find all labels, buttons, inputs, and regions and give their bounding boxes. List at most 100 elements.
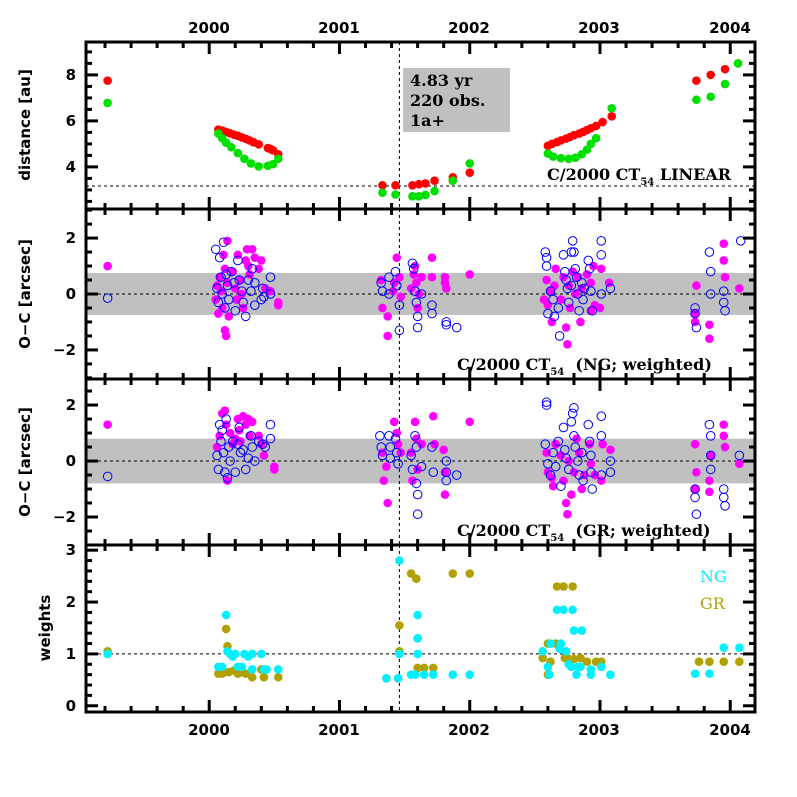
point-oc-gr-magenta: [574, 448, 584, 457]
point-oc-gr-blue: [587, 484, 597, 494]
point-oc-gr-blue: [734, 450, 745, 461]
point-distance-green: [421, 190, 430, 200]
point-oc-ng-blue: [596, 289, 607, 299]
point-oc-gr-blue: [576, 447, 587, 458]
point-oc-ng-blue: [605, 283, 616, 294]
point-oc-ng-magenta: [266, 286, 275, 296]
xtick-top-2004: 2004: [709, 19, 751, 37]
point-oc-ng-magenta: [392, 253, 402, 262]
point-oc-gr-magenta: [567, 490, 576, 499]
point-oc-gr-blue: [375, 431, 385, 441]
point-distance-green: [733, 59, 743, 68]
point-oc-gr-magenta: [561, 498, 571, 508]
point-oc-ng-blue: [265, 272, 276, 283]
point-distance-red: [465, 168, 475, 177]
point-oc-ng-magenta: [219, 250, 228, 260]
point-oc-ng-blue: [441, 319, 452, 330]
point-oc-ng-magenta: [690, 317, 700, 327]
xtick-bottom-2002: 2002: [448, 721, 490, 739]
point-oc-gr-blue: [230, 467, 241, 478]
point-oc-gr-magenta: [548, 481, 558, 491]
point-oc-gr-magenta: [598, 439, 607, 449]
point-distance-green: [268, 159, 278, 169]
point-oc-gr-magenta: [383, 498, 392, 508]
point-oc-gr-blue: [550, 461, 561, 472]
point-weights-NG: [568, 605, 577, 615]
point-oc-gr-blue: [691, 509, 702, 520]
point-oc-ng-blue: [377, 286, 388, 297]
point-oc-ng-blue: [584, 264, 595, 274]
point-oc-gr-magenta: [547, 473, 557, 483]
point-oc-gr-blue: [545, 470, 556, 480]
point-oc-gr-magenta: [569, 467, 579, 477]
point-weights-GR: [552, 582, 562, 591]
point-oc-ng-blue: [574, 305, 584, 316]
panel3-label-main: C/2000 CT: [457, 521, 550, 540]
point-oc-ng-blue: [236, 286, 247, 297]
panel1-comet-label: C/2000 CT54 LINEAR: [547, 165, 732, 188]
point-oc-gr-magenta: [606, 445, 615, 455]
info-nobs: 220 obs.: [410, 91, 485, 110]
point-weights-NG: [382, 673, 391, 683]
point-weights-NG: [567, 662, 576, 672]
text-layer: 4.83 yr 220 obs. 1a+ C/2000 CT54 LINEAR …: [16, 19, 751, 739]
point-oc-ng-blue: [548, 294, 558, 305]
point-oc-ng-blue: [212, 283, 222, 294]
point-distance-green: [378, 188, 387, 197]
point-oc-ng-blue: [566, 247, 577, 257]
point-oc-ng-blue: [229, 278, 239, 288]
point-oc-ng-magenta: [221, 331, 231, 341]
point-oc-gr-blue: [265, 433, 276, 444]
point-weights-NG: [273, 665, 283, 674]
ytick-p2-2: 2: [66, 229, 76, 247]
point-weights-GR: [247, 672, 257, 682]
point-oc-gr-magenta: [389, 417, 399, 427]
point-oc-ng-blue: [250, 278, 260, 288]
point-oc-gr-magenta: [223, 476, 232, 485]
point-oc-ng-magenta: [224, 312, 234, 321]
point-distance-green: [591, 133, 601, 143]
point-oc-ng-magenta: [247, 244, 257, 254]
point-oc-gr-blue: [705, 464, 716, 475]
xtick-top-2003: 2003: [578, 19, 620, 37]
point-oc-ng-blue: [566, 280, 577, 291]
point-oc-ng-magenta: [596, 264, 606, 274]
point-oc-gr-blue: [584, 436, 595, 447]
point-oc-ng-magenta: [551, 264, 561, 274]
point-distance-green: [414, 192, 424, 201]
point-oc-ng-blue: [573, 289, 583, 299]
point-oc-ng-magenta: [561, 323, 571, 332]
point-oc-ng-blue: [213, 297, 224, 308]
point-distance-green: [273, 154, 283, 164]
point-weights-NG: [735, 643, 744, 652]
point-oc-gr-blue: [213, 464, 224, 475]
point-oc-ng-blue: [705, 289, 716, 299]
point-oc-gr-magenta: [220, 406, 230, 415]
point-oc-ng-magenta: [465, 270, 475, 279]
point-weights-NG: [556, 639, 566, 648]
ytick-p3-m2: −2: [53, 508, 76, 526]
point-weights-NG: [395, 556, 404, 565]
point-weights-NG: [538, 647, 547, 656]
point-weights-NG: [262, 665, 271, 674]
point-oc-ng-blue: [596, 236, 607, 246]
ytick-p2-m2: −2: [53, 341, 76, 359]
point-oc-gr-blue: [412, 509, 423, 520]
point-oc-gr-blue: [221, 414, 231, 424]
point-oc-ng-blue: [390, 266, 401, 277]
point-oc-ng-magenta: [720, 272, 730, 282]
point-oc-ng-blue: [214, 252, 225, 263]
panel3-label-sub: 54: [550, 533, 564, 544]
point-oc-ng-blue: [579, 283, 590, 294]
xtick-top-2001: 2001: [318, 19, 360, 37]
point-oc-ng-magenta: [245, 270, 254, 279]
ylabel-distance: distance [au]: [16, 69, 34, 181]
point-oc-ng-blue: [240, 311, 251, 322]
point-weights-GR: [428, 663, 438, 673]
point-oc-ng-blue: [256, 294, 267, 305]
point-weights-GR: [259, 672, 269, 682]
point-distance-red: [378, 181, 387, 190]
point-oc-gr-magenta: [379, 476, 389, 485]
point-oc-ng-magenta: [237, 289, 247, 299]
point-distance-green: [706, 92, 716, 102]
